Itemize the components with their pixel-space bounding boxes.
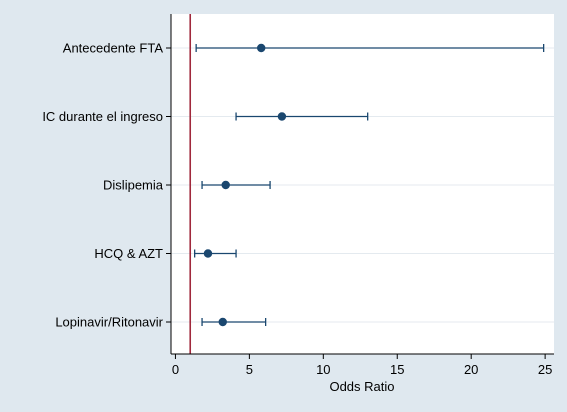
point-estimates xyxy=(203,43,287,327)
category-label: IC durante el ingreso xyxy=(42,109,163,124)
point-estimate xyxy=(257,43,266,53)
point-estimate xyxy=(221,180,230,190)
confidence-intervals xyxy=(194,44,545,326)
plot-area xyxy=(171,14,554,354)
category-label: HCQ & AZT xyxy=(94,246,163,261)
category-label: Antecedente FTA xyxy=(63,41,164,56)
x-tick-label: 15 xyxy=(390,362,404,377)
point-estimate xyxy=(277,112,287,121)
category-label: Lopinavir/Ritonavir xyxy=(55,315,163,330)
x-tick-label: 20 xyxy=(464,362,478,377)
point-estimate xyxy=(203,249,213,258)
x-tick-label: 0 xyxy=(172,362,179,377)
point-estimate xyxy=(218,317,227,327)
x-tick-label: 25 xyxy=(538,362,552,377)
x-axis-ticks: 0 5 10 15 20 25 xyxy=(172,354,552,377)
x-tick-label: 5 xyxy=(246,362,253,377)
category-label: Dislipemia xyxy=(103,178,164,193)
category-labels: Antecedente FTA IC durante el ingreso Disl… xyxy=(42,41,171,330)
x-tick-label: 10 xyxy=(316,362,330,377)
x-axis-title: Odds Ratio xyxy=(329,379,394,394)
